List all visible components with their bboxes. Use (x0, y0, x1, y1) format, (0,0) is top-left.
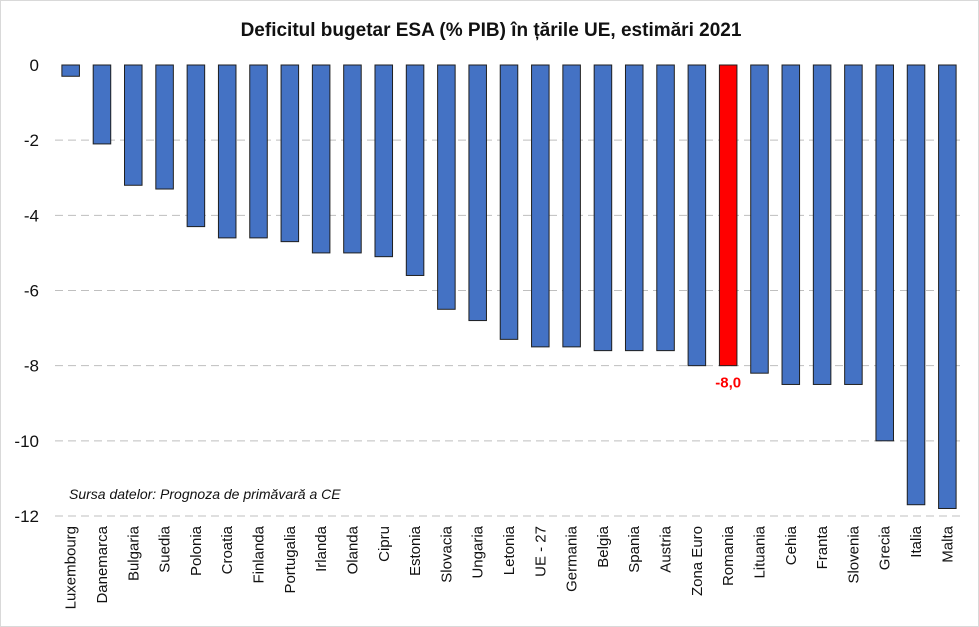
x-tick-label: Ungaria (470, 525, 487, 578)
bar-italia (906, 64, 926, 506)
bar-germania (562, 64, 581, 348)
bar-grecia (875, 64, 894, 442)
x-tick-label: Zona Euro (689, 526, 706, 596)
x-tick-label: Luxembourg (63, 526, 80, 609)
x-tick-label: Austria (658, 525, 675, 572)
x-tick-label: Finlanda (251, 525, 268, 583)
bar-letonia (499, 64, 519, 340)
bar-suedia (155, 64, 174, 190)
bar-luxembourg (61, 64, 80, 77)
bar-croatia (217, 64, 237, 239)
x-tick-label: Belgia (595, 525, 612, 567)
x-tick-label: Portugalia (282, 525, 299, 593)
bar-danemarca (92, 64, 112, 145)
x-tick-label: Cehia (783, 525, 800, 565)
x-tick-label: Danemarca (94, 525, 111, 603)
data-labels: -8,0 (715, 375, 741, 392)
bar-irlanda (311, 64, 331, 254)
y-tick-label: -6 (24, 282, 39, 301)
bar-slovenia (844, 64, 863, 385)
bar-ue-27 (531, 64, 550, 348)
x-tick-label: Slovenia (845, 525, 862, 583)
x-tick-label: Italia (908, 525, 925, 557)
x-tick-label: Croatia (219, 525, 236, 574)
x-tick-label: Franta (814, 525, 831, 569)
x-tick-label: Germania (564, 525, 581, 592)
x-tick-label: Bulgaria (125, 525, 142, 581)
bar-austria (656, 64, 675, 352)
x-tick-label: UE - 27 (532, 526, 549, 577)
y-tick-label: -10 (14, 432, 39, 451)
bar-estonia (405, 64, 425, 276)
source-annotation: Sursa datelor: Prognoza de primăvară a C… (69, 486, 341, 502)
x-tick-label: Cipru (376, 526, 393, 562)
x-axis: Luxembourg Danemarca Bulgaria Suedia Polonia… (63, 525, 957, 609)
bar-lituania (750, 64, 769, 374)
y-tick-label: -8 (24, 357, 39, 376)
bar-cehia (781, 64, 801, 385)
bar-zona-euro (687, 64, 707, 367)
bar-cipru (374, 64, 394, 258)
bar-franta (812, 64, 832, 385)
bar-slovacia (437, 64, 456, 310)
x-tick-label: Romania (720, 525, 737, 586)
bar-portugalia (280, 64, 300, 243)
bars (61, 64, 957, 509)
y-tick-label: -4 (24, 206, 39, 225)
x-tick-label: Irlanda (313, 525, 330, 572)
x-tick-label: Polonia (188, 525, 205, 576)
x-tick-label: Spania (626, 525, 643, 572)
x-tick-label: Estonia (407, 525, 424, 576)
x-tick-label: Malta (939, 525, 956, 562)
bar-spania (624, 64, 644, 352)
bar-bulgaria (124, 64, 143, 186)
x-tick-label: Slovacia (438, 525, 455, 582)
bar-polonia (186, 64, 206, 228)
y-tick-label: -2 (24, 131, 39, 150)
x-tick-label: Grecia (877, 525, 894, 570)
bar-olanda (343, 64, 362, 254)
x-tick-label: Olanda (344, 525, 361, 574)
bar-malta (938, 64, 957, 509)
y-tick-label: 0 (30, 56, 39, 75)
bar-finlanda (249, 64, 268, 239)
gridlines (55, 139, 963, 517)
x-tick-label: Suedia (157, 525, 174, 572)
bar-belgia (593, 64, 613, 352)
chart-title: Deficitul bugetar ESA (% PIB) în țările … (241, 20, 742, 41)
y-axis: 0 -2 -4 -6 -8 -10 -12 (14, 56, 39, 526)
x-tick-label: Lituania (751, 525, 768, 578)
bar-ungaria (468, 64, 487, 322)
x-tick-label: Letonia (501, 525, 518, 575)
y-tick-label: -12 (14, 507, 39, 526)
data-label: -8,0 (715, 375, 741, 392)
bar-romania (718, 64, 738, 367)
